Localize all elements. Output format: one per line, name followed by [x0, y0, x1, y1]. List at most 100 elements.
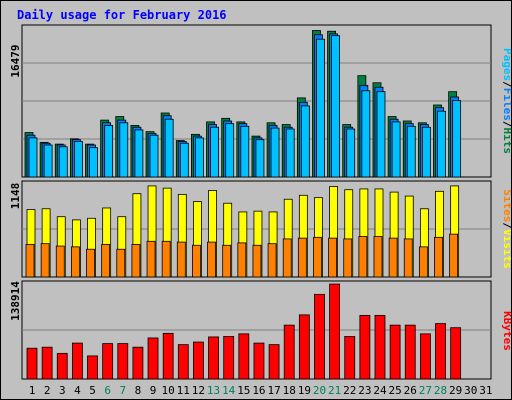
- bar-sites: [25, 244, 35, 278]
- bar-kbytes: [404, 324, 416, 380]
- x-tick-label: 17: [267, 384, 280, 397]
- bar-pages: [285, 128, 295, 178]
- bar-sites: [161, 240, 171, 278]
- bar-kbytes: [238, 333, 250, 380]
- bar-sites: [237, 242, 247, 278]
- x-tick-label: 16: [252, 384, 265, 397]
- bar-kbytes: [374, 314, 386, 380]
- x-tick-label: 28: [434, 384, 447, 397]
- x-tick-label: 25: [388, 384, 401, 397]
- bar-sites: [328, 237, 338, 278]
- bar-pages: [73, 141, 83, 178]
- bar-kbytes: [87, 355, 98, 380]
- legend-kbytes: KBytes: [501, 311, 511, 351]
- bar-kbytes: [268, 344, 280, 380]
- bar-kbytes: [359, 314, 371, 380]
- bars: [24, 30, 462, 380]
- legend-hits: Hits: [501, 128, 511, 155]
- x-tick-label: 10: [162, 384, 175, 397]
- bar-pages: [195, 137, 204, 178]
- x-axis-ticks: 1 2 3 4 5 6 7 8 9 10 11 12 13 14 15 16 17 18 19 20 21 22 23 24 2…: [29, 384, 493, 397]
- legend-files: Files: [501, 88, 511, 121]
- bar-pages: [210, 126, 219, 178]
- axis-labels: Daily usage for February 2016 16479 1148…: [9, 8, 511, 351]
- y-label-kbytes: 138914: [9, 281, 22, 321]
- x-tick-label: 19: [298, 384, 311, 397]
- legend-pages: Pages: [501, 48, 511, 81]
- x-tick-label: 11: [177, 384, 190, 397]
- x-tick-label: 31: [479, 384, 492, 397]
- bar-kbytes: [177, 344, 189, 380]
- bar-kbytes: [147, 337, 159, 380]
- x-tick-label: 1: [29, 384, 36, 397]
- bar-kbytes: [102, 343, 114, 380]
- x-tick-label: 4: [74, 384, 81, 397]
- x-tick-label: 2: [44, 384, 51, 397]
- bar-sites: [86, 248, 95, 278]
- bar-pages: [149, 134, 159, 178]
- x-tick-label: 21: [328, 384, 341, 397]
- bar-sites: [434, 236, 443, 278]
- bar-pages: [316, 38, 325, 178]
- legend-sites-visits: Sites/Visits: [501, 189, 511, 269]
- x-tick-label: 3: [59, 384, 66, 397]
- bar-kbytes: [223, 336, 235, 380]
- bar-kbytes: [389, 324, 401, 380]
- bar-sites: [70, 246, 80, 278]
- bar-kbytes: [26, 347, 38, 380]
- bar-sites: [343, 238, 353, 278]
- bar-pages: [452, 100, 462, 178]
- bar-sites: [40, 243, 50, 278]
- x-tick-label: 9: [150, 384, 157, 397]
- bar-kbytes: [71, 342, 83, 380]
- bar-sites: [146, 240, 156, 278]
- y-label-visits: 1148: [9, 183, 22, 210]
- bar-sites: [313, 236, 322, 278]
- bar-pages: [43, 144, 53, 178]
- panel-frames: [21, 24, 492, 380]
- bar-kbytes: [450, 327, 462, 380]
- y-label-hits: 16479: [9, 44, 22, 77]
- x-tick-label: 23: [358, 384, 371, 397]
- bar-pages: [361, 90, 371, 178]
- bar-sites: [418, 246, 428, 278]
- x-tick-label: 13: [207, 384, 220, 397]
- bar-pages: [164, 118, 174, 178]
- bar-kbytes: [298, 314, 310, 380]
- x-tick-label: 20: [313, 384, 326, 397]
- legend-sites: Sites: [501, 189, 511, 222]
- bar-kbytes: [419, 333, 431, 380]
- bar-pages: [58, 146, 68, 178]
- bar-kbytes: [117, 343, 129, 380]
- bar-pages: [28, 137, 38, 178]
- chart-title: Daily usage for February 2016: [17, 8, 227, 22]
- bar-kbytes: [193, 341, 204, 380]
- bar-kbytes: [253, 342, 265, 380]
- bar-pages: [89, 147, 98, 178]
- bar-kbytes: [283, 324, 295, 380]
- bar-kbytes: [208, 336, 219, 380]
- bar-sites: [403, 238, 413, 278]
- x-tick-label: 30: [464, 384, 477, 397]
- bar-kbytes: [132, 346, 144, 380]
- x-tick-label: 18: [283, 384, 296, 397]
- bar-pages: [376, 91, 386, 178]
- x-tick-label: 14: [222, 384, 236, 397]
- bar-sites: [176, 241, 186, 278]
- bar-kbytes: [344, 336, 356, 380]
- bar-kbytes: [162, 332, 174, 380]
- bar-sites: [297, 237, 307, 278]
- bar-kbytes: [314, 293, 325, 380]
- bar-pages: [300, 105, 310, 178]
- x-tick-label: 12: [192, 384, 205, 397]
- bar-sites: [358, 236, 368, 278]
- bar-pages: [421, 126, 431, 178]
- bar-pages: [270, 127, 280, 178]
- x-tick-label: 8: [135, 384, 142, 397]
- bar-kbytes: [329, 283, 341, 380]
- bar-pages: [119, 122, 129, 178]
- bar-sites: [192, 244, 201, 278]
- bar-pages: [134, 129, 144, 178]
